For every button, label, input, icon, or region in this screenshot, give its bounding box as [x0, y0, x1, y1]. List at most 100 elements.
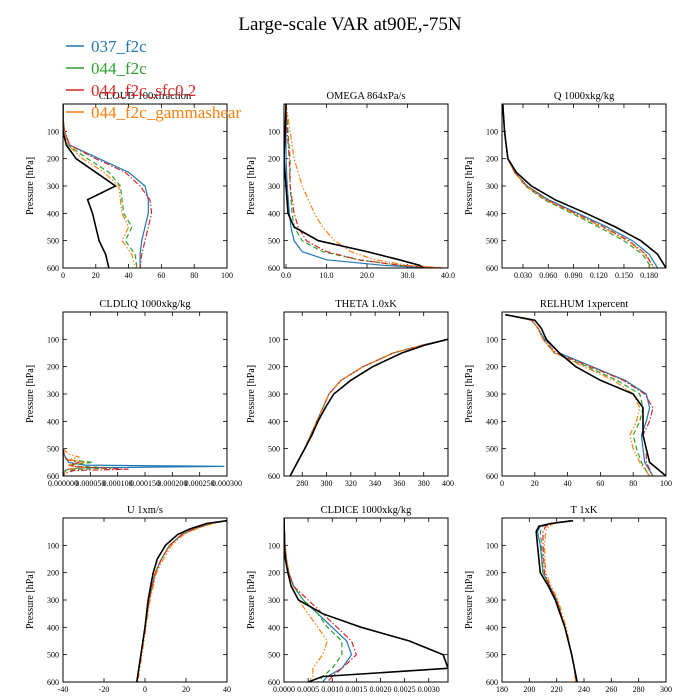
y-tick-label: 200: [47, 363, 59, 372]
series-line-044-f2c-sfc0-2: [136, 520, 227, 682]
series-line-037-f2c: [63, 104, 149, 268]
y-tick-label: 400: [486, 417, 498, 426]
y-axis-label: Pressure [hPa]: [464, 571, 475, 629]
panel-title: T 1xK: [571, 505, 598, 516]
y-tick-label: 600: [268, 678, 280, 687]
y-tick-label: 400: [268, 417, 280, 426]
panel-3: Q 1000xkg/kg Pressure [hPa] 100 200 300 400 50…: [464, 91, 667, 280]
y-tick-label: 200: [486, 363, 498, 372]
y-tick-label: 200: [268, 363, 280, 372]
y-tick-label: 200: [47, 155, 59, 164]
y-tick-label: 500: [268, 651, 280, 660]
x-tick-label: 0.0000: [273, 685, 295, 694]
plot-frame: [501, 517, 667, 683]
x-tick-label: 0.150: [615, 271, 633, 280]
y-tick-label: 100: [47, 541, 59, 550]
x-tick-label: 0.030: [514, 271, 532, 280]
x-tick-label: 20: [92, 271, 100, 280]
y-tick-label: 400: [47, 417, 59, 426]
series-line-044-f2c-gammashear: [502, 104, 654, 268]
panel-title: CLDLIQ 1000xkg/kg: [99, 299, 191, 310]
x-tick-label: 0.090: [564, 271, 582, 280]
panel-title: Q 1000xkg/kg: [554, 91, 615, 102]
y-tick-label: 600: [486, 472, 498, 481]
x-tick-label: 0.0030: [418, 685, 440, 694]
y-tick-label: 600: [47, 472, 59, 481]
series-line-044-f2c-gammashear: [289, 338, 448, 476]
x-tick-label: 280: [296, 479, 308, 488]
y-tick-label: 100: [268, 335, 280, 344]
x-tick-label: 240: [578, 685, 590, 694]
x-tick-label: 400: [442, 479, 454, 488]
y-tick-label: 300: [268, 182, 280, 191]
x-tick-label: 180: [496, 685, 508, 694]
x-tick-label: 80: [629, 479, 637, 488]
series-line-control: [63, 104, 118, 268]
series-line-044-f2c-sfc0-2: [63, 448, 129, 476]
y-tick-label: 200: [268, 155, 280, 164]
y-tick-label: 600: [47, 264, 59, 273]
legend-entry: 044_f2c_gammashear: [66, 103, 241, 122]
series-line-037-f2c: [289, 338, 448, 476]
x-tick-label: 80: [190, 271, 198, 280]
x-tick-label: 0.000250: [185, 479, 215, 488]
x-tick-label: 0.000300: [212, 479, 242, 488]
x-tick-label: 20: [182, 685, 190, 694]
y-tick-label: 400: [47, 209, 59, 218]
x-tick-label: 260: [605, 685, 617, 694]
y-tick-label: 100: [47, 127, 59, 136]
x-tick-label: 360: [393, 479, 405, 488]
x-tick-label: 0.0: [281, 271, 291, 280]
y-axis-label: Pressure [hPa]: [464, 365, 475, 423]
panel-title: RELHUM 1xpercent: [540, 299, 628, 310]
y-tick-label: 200: [486, 155, 498, 164]
x-tick-label: 200: [523, 685, 535, 694]
legend-label: 044_f2c_sfc0.2: [91, 81, 196, 100]
y-tick-label: 500: [268, 445, 280, 454]
plot-frame: [283, 311, 449, 477]
y-tick-label: 100: [486, 127, 498, 136]
x-tick-label: 0: [143, 685, 147, 694]
y-tick-label: 100: [268, 541, 280, 550]
y-tick-label: 600: [268, 472, 280, 481]
series-line-control: [502, 104, 666, 268]
y-axis-label: Pressure [hPa]: [464, 157, 475, 215]
series-line-044-f2c-gammashear: [137, 520, 227, 682]
y-axis-label: Pressure [hPa]: [246, 571, 257, 629]
y-tick-label: 100: [47, 335, 59, 344]
panel-title: OMEGA 864xPa/s: [326, 91, 405, 102]
figure-title: Large-scale VAR at90E,-75N: [238, 14, 461, 35]
plot-frame: [501, 103, 667, 269]
x-tick-label: 0.0010: [321, 685, 343, 694]
x-tick-label: 40.0: [441, 271, 455, 280]
series-line-control: [289, 338, 448, 476]
x-tick-label: 0: [500, 479, 504, 488]
y-tick-label: 100: [486, 541, 498, 550]
y-tick-label: 200: [486, 569, 498, 578]
x-tick-label: -20: [99, 685, 110, 694]
x-tick-label: 0.0025: [394, 685, 416, 694]
series-line-control: [284, 104, 425, 268]
y-tick-label: 300: [486, 390, 498, 399]
legend-label: 044_f2c_gammashear: [91, 103, 241, 122]
series-line-044-f2c-sfc0-2: [505, 314, 654, 476]
legend-entry: 044_f2c: [66, 59, 147, 78]
x-tick-label: 0.0015: [345, 685, 367, 694]
y-tick-label: 400: [486, 623, 498, 632]
legend-label: 044_f2c: [91, 59, 147, 78]
x-tick-label: 0.0005: [297, 685, 319, 694]
series-line-control: [505, 313, 666, 476]
y-tick-label: 300: [47, 390, 59, 399]
legend-entry: 044_f2c_sfc0.2: [66, 81, 196, 100]
y-tick-label: 600: [47, 678, 59, 687]
series-line-control: [535, 519, 578, 682]
x-tick-label: 280: [633, 685, 645, 694]
x-tick-label: -40: [58, 685, 69, 694]
y-axis-label: Pressure [hPa]: [25, 365, 36, 423]
x-tick-label: 0.060: [539, 271, 557, 280]
y-tick-label: 300: [268, 390, 280, 399]
x-tick-label: 0.180: [640, 271, 658, 280]
legend-entry: 037_f2c: [66, 37, 147, 56]
series-line-044-f2c-gammashear: [63, 448, 86, 476]
